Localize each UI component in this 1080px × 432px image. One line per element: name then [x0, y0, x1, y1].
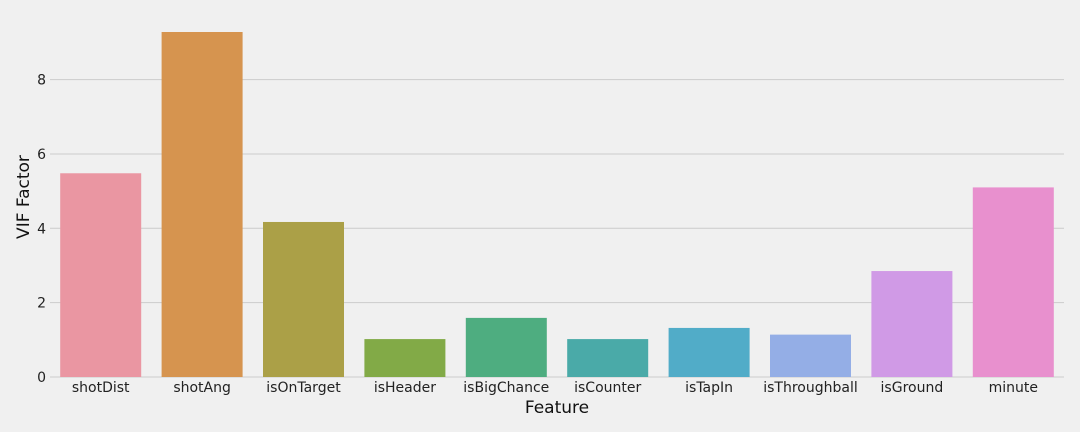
- y-tick-label: 8: [37, 73, 46, 89]
- bar-minute: [972, 187, 1054, 377]
- bar-isHeader: [364, 339, 446, 377]
- y-axis-label: VIF Factor: [14, 155, 34, 239]
- bar-isTapIn: [668, 327, 750, 377]
- y-tick-label: 4: [37, 221, 46, 237]
- x-tick-label: isGround: [881, 380, 944, 396]
- bar-shotDist: [60, 173, 142, 377]
- y-tick-label: 2: [37, 296, 46, 312]
- x-tick-label: isTapIn: [685, 380, 733, 396]
- x-tick-label: isHeader: [374, 380, 436, 396]
- bars: [60, 32, 1054, 377]
- bar-isGround: [871, 271, 953, 377]
- x-tick-label: isCounter: [574, 380, 641, 396]
- x-tick-label: isBigChance: [463, 380, 549, 396]
- x-tick-label: isOnTarget: [266, 380, 341, 396]
- bar-isCounter: [567, 339, 649, 377]
- x-axis-label: Feature: [525, 398, 589, 418]
- y-ticks: 0 2 4 6 8: [37, 73, 46, 386]
- bar-isBigChance: [465, 317, 547, 377]
- x-tick-label: shotAng: [173, 380, 231, 396]
- x-tick-label: minute: [989, 380, 1038, 396]
- bar-isThroughball: [770, 334, 851, 377]
- x-tick-label: shotDist: [72, 380, 130, 396]
- y-tick-label: 0: [37, 370, 46, 386]
- x-tick-label: isThroughball: [763, 380, 858, 396]
- x-ticks: shotDist shotAng isOnTarget isHeader isBigCh…: [72, 380, 1038, 396]
- y-tick-label: 6: [37, 147, 46, 163]
- bar-isOnTarget: [263, 221, 344, 377]
- bar-shotAng: [161, 32, 243, 377]
